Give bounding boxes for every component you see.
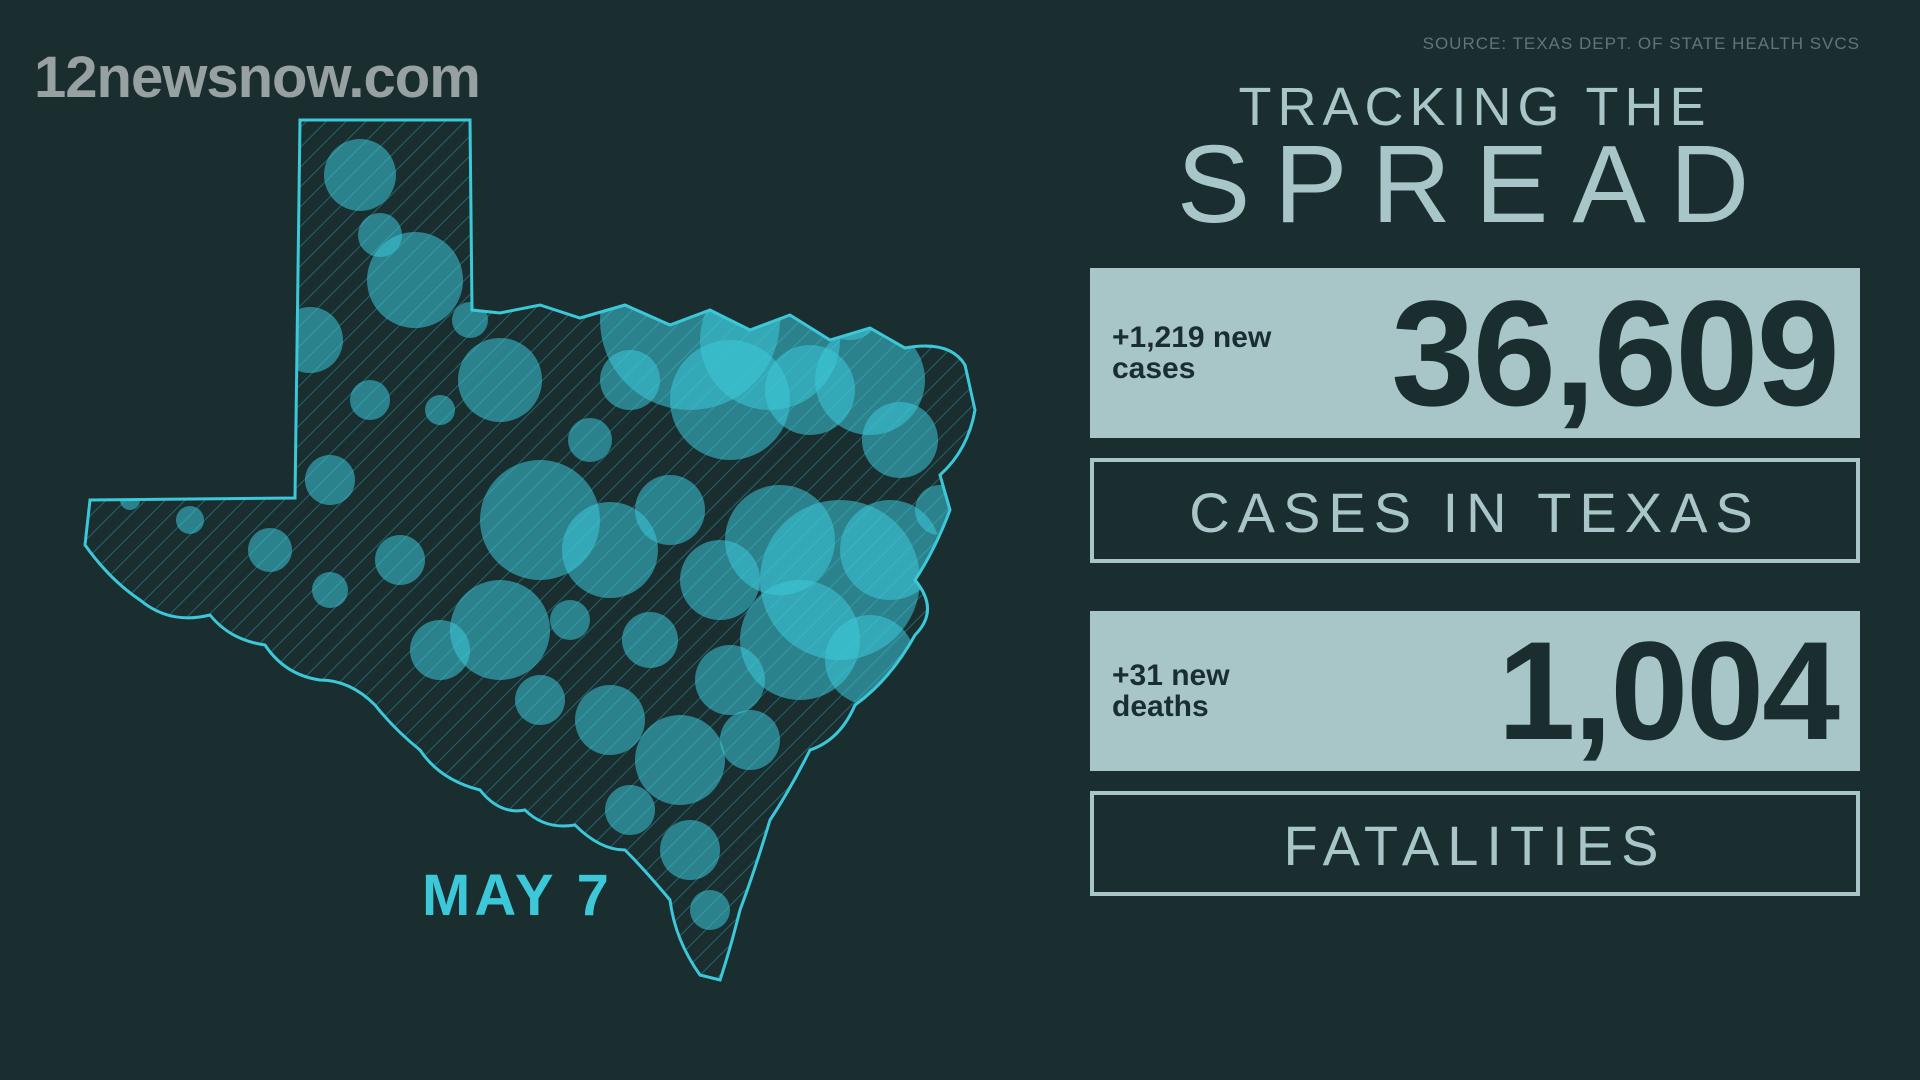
cases-total: 36,609 bbox=[1391, 278, 1838, 428]
cases-stat-box: +1,219 new cases 36,609 bbox=[1090, 268, 1860, 438]
case-bubble bbox=[312, 572, 348, 608]
case-bubble bbox=[912, 312, 948, 348]
data-source-credit: SOURCE: TEXAS DEPT. OF STATE HEALTH SVCS bbox=[1423, 34, 1860, 54]
fatalities-delta-line1: +31 new bbox=[1112, 659, 1230, 692]
stats-panel: TRACKING THE SPREAD +1,219 new cases 36,… bbox=[1090, 80, 1860, 896]
case-bubble bbox=[425, 395, 455, 425]
fatalities-label: FATALITIES bbox=[1090, 791, 1860, 896]
fatalities-delta-line2: deaths bbox=[1112, 690, 1209, 723]
case-bubble bbox=[770, 240, 810, 280]
case-bubble bbox=[915, 485, 965, 535]
case-bubble bbox=[575, 685, 645, 755]
case-bubble bbox=[305, 455, 355, 505]
case-bubble bbox=[605, 785, 655, 835]
case-bubble bbox=[452, 302, 488, 338]
case-bubble bbox=[375, 535, 425, 585]
cases-delta: +1,219 new cases bbox=[1112, 322, 1271, 385]
case-bubble bbox=[820, 280, 880, 340]
fatalities-total: 1,004 bbox=[1498, 621, 1838, 761]
case-bubble bbox=[600, 350, 660, 410]
date-label: MAY 7 bbox=[422, 862, 613, 929]
case-bubble bbox=[516, 266, 544, 294]
fatalities-stat-box: +31 new deaths 1,004 bbox=[1090, 611, 1860, 771]
case-bubble bbox=[635, 715, 725, 805]
case-bubble bbox=[635, 475, 705, 545]
case-bubble bbox=[176, 506, 204, 534]
case-bubble bbox=[277, 307, 343, 373]
case-bubble bbox=[695, 645, 765, 715]
header-big: SPREAD bbox=[1177, 130, 1773, 240]
case-bubble bbox=[120, 490, 140, 510]
case-bubble bbox=[720, 710, 780, 770]
case-bubble bbox=[550, 600, 590, 640]
cases-label: CASES IN TEXAS bbox=[1090, 458, 1860, 563]
case-bubble bbox=[410, 620, 470, 680]
case-bubble bbox=[208, 448, 232, 472]
case-bubble bbox=[324, 139, 396, 211]
case-bubble bbox=[690, 890, 730, 930]
cases-delta-line1: +1,219 new bbox=[1112, 321, 1271, 354]
case-bubble bbox=[350, 380, 390, 420]
case-bubble bbox=[248, 528, 292, 572]
cases-delta-line2: cases bbox=[1112, 352, 1195, 385]
fatalities-delta: +31 new deaths bbox=[1112, 660, 1230, 723]
case-bubble bbox=[367, 232, 463, 328]
case-bubble bbox=[660, 820, 720, 880]
case-bubble bbox=[515, 675, 565, 725]
case-bubble bbox=[622, 612, 678, 668]
case-bubble bbox=[458, 338, 542, 422]
case-bubble bbox=[825, 615, 915, 705]
case-bubble bbox=[568, 418, 612, 462]
case-bubble bbox=[862, 402, 938, 478]
case-bubble bbox=[242, 402, 278, 438]
